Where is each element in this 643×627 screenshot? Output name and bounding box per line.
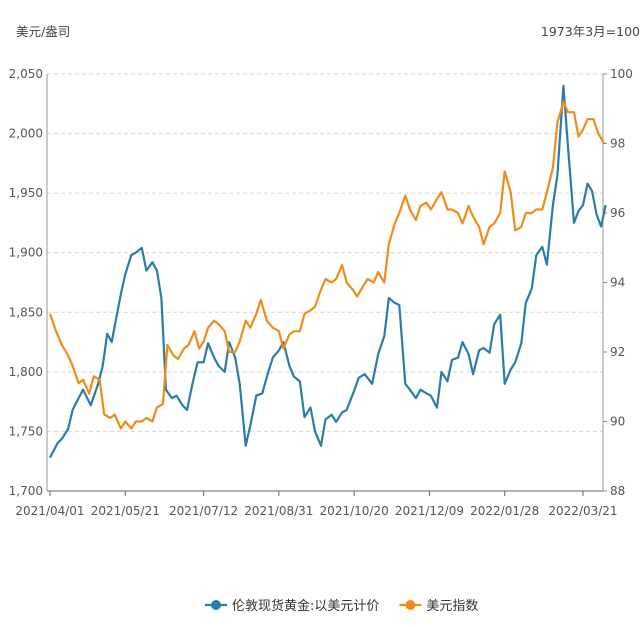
gridlines bbox=[47, 73, 603, 432]
x-tick-label: 2021/05/21 bbox=[91, 504, 160, 518]
x-tick-label: 2021/07/12 bbox=[169, 504, 238, 518]
x-tick-label: 2022/03/21 bbox=[548, 504, 617, 518]
y-left-tick-label: 1,850 bbox=[9, 305, 43, 319]
x-tick-label: 2021/08/31 bbox=[244, 504, 313, 518]
y-left-tick-label: 1,950 bbox=[9, 186, 43, 200]
y-right-tick-label: 88 bbox=[610, 484, 625, 498]
legend-marker bbox=[211, 600, 221, 610]
y-right-tick-label: 100 bbox=[610, 67, 633, 81]
y-right-tick-label: 98 bbox=[610, 137, 625, 151]
y-left-tick-label: 1,900 bbox=[9, 246, 43, 260]
y-left-tick-label: 2,000 bbox=[9, 127, 43, 141]
x-tick-label: 2021/04/01 bbox=[15, 504, 84, 518]
series-lines bbox=[48, 84, 607, 459]
y-left-tick-label: 2,050 bbox=[9, 67, 43, 81]
x-tick-label: 2022/01/28 bbox=[470, 504, 539, 518]
legend-item-1: 伦敦现货黄金:以美元计价 bbox=[205, 598, 379, 614]
legend: 伦敦现货黄金:以美元计价 美元指数 bbox=[205, 598, 478, 614]
y-left-tick-label: 1,750 bbox=[9, 424, 43, 438]
y-right-tick-label: 90 bbox=[610, 415, 625, 429]
legend-item-2: 美元指数 bbox=[399, 599, 478, 614]
y-right-tick-label: 94 bbox=[610, 276, 625, 290]
x-tick-label: 2021/10/20 bbox=[320, 504, 389, 518]
legend-label: 美元指数 bbox=[426, 599, 478, 614]
legend-marker bbox=[405, 600, 416, 610]
y-left-tick-label: 1,700 bbox=[9, 484, 43, 498]
y-right-tick-label: 92 bbox=[610, 345, 625, 359]
y-right-tick-label: 96 bbox=[610, 206, 625, 220]
right-axis-unit: 1973年3月=100 bbox=[541, 24, 640, 39]
x-tick-label: 2021/12/09 bbox=[395, 504, 464, 518]
series-line-1 bbox=[49, 84, 607, 459]
left-axis-unit: 美元/盎司 bbox=[16, 24, 70, 39]
legend-label: 伦敦现货黄金:以美元计价 bbox=[232, 598, 379, 614]
series-line-2 bbox=[48, 100, 606, 430]
y-left-tick-label: 1,800 bbox=[9, 365, 43, 379]
